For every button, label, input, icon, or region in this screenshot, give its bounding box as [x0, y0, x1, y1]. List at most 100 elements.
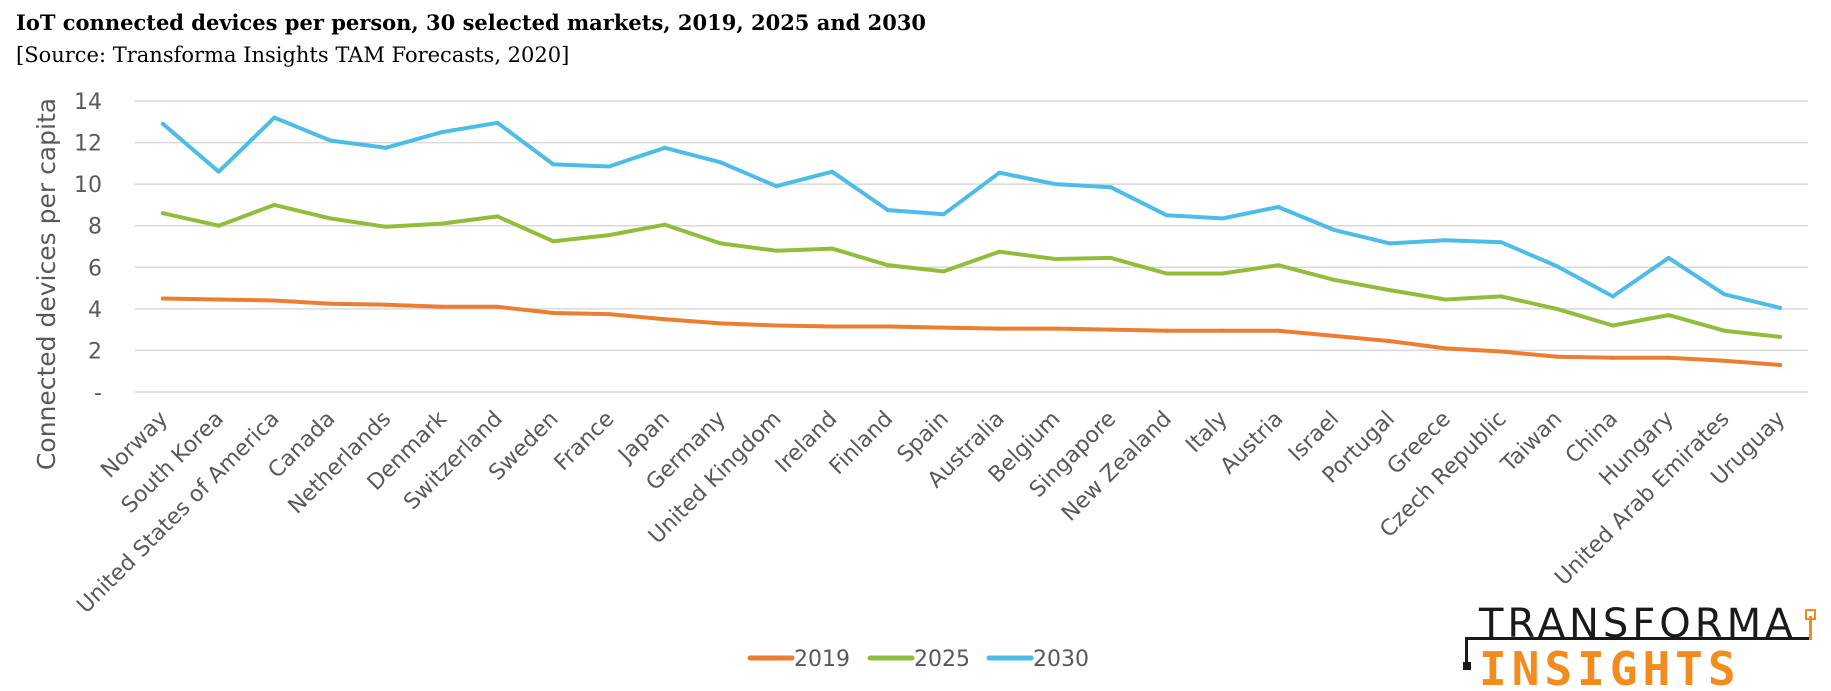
- series-line-2025: [160, 202, 1783, 339]
- y-tick-label: 4: [88, 298, 102, 323]
- data-point-2019: [1108, 327, 1113, 332]
- data-point-2025: [774, 248, 779, 253]
- data-point-2030: [997, 170, 1002, 175]
- data-point-2030: [1220, 216, 1225, 221]
- chart-title: IoT connected devices per person, 30 sel…: [16, 10, 926, 35]
- logo-bracket-line: [1465, 637, 1812, 640]
- data-point-2030: [607, 164, 612, 169]
- legend-label-2019: 2019: [794, 647, 850, 672]
- data-point-2030: [1610, 294, 1615, 299]
- data-point-2030: [383, 145, 388, 150]
- data-point-2019: [718, 321, 723, 326]
- data-point-2025: [1666, 313, 1671, 318]
- legend-label-2030: 2030: [1033, 647, 1089, 672]
- legend-label-2025: 2025: [914, 647, 970, 672]
- data-point-2030: [272, 115, 277, 120]
- data-point-2030: [1666, 255, 1671, 260]
- data-point-2030: [1443, 238, 1448, 243]
- data-point-2025: [1610, 323, 1615, 328]
- data-point-2025: [1387, 288, 1392, 293]
- logo-accent-square: [1805, 609, 1816, 620]
- y-tick-label: 8: [88, 215, 102, 240]
- data-point-2025: [1108, 255, 1113, 260]
- data-point-2025: [551, 239, 556, 244]
- data-point-2025: [1053, 256, 1058, 261]
- x-tick-label: Italy: [1181, 407, 1232, 458]
- data-point-2019: [439, 304, 444, 309]
- data-point-2019: [551, 311, 556, 316]
- y-tick-label: 6: [88, 256, 102, 281]
- chart-source: [Source: Transforma Insights TAM Forecas…: [16, 43, 569, 67]
- x-tick-label: Taiwan: [1496, 407, 1567, 478]
- data-point-2019: [1220, 328, 1225, 333]
- y-axis-label: Connected devices per capita: [32, 98, 61, 470]
- data-point-2030: [1108, 185, 1113, 190]
- data-point-2019: [1443, 346, 1448, 351]
- data-point-2019: [272, 298, 277, 303]
- data-point-2025: [607, 233, 612, 238]
- data-point-2025: [383, 224, 388, 229]
- data-point-2025: [997, 249, 1002, 254]
- y-tick-label: -: [94, 381, 102, 406]
- data-point-2019: [1555, 354, 1560, 359]
- data-point-2025: [216, 223, 221, 228]
- logo-text-insights: INSIGHTS: [1479, 642, 1741, 691]
- data-point-2019: [160, 296, 165, 301]
- x-tick-label: Finland: [825, 407, 898, 480]
- data-point-2025: [495, 214, 500, 219]
- data-point-2030: [1387, 241, 1392, 246]
- data-point-2025: [1220, 271, 1225, 276]
- data-point-2025: [1778, 334, 1783, 339]
- data-point-2030: [718, 160, 723, 165]
- data-point-2019: [1053, 326, 1058, 331]
- series-lines: [160, 115, 1783, 367]
- data-point-2019: [1666, 355, 1671, 360]
- legend: 2019 2025 2030: [747, 647, 1089, 672]
- data-point-2025: [1331, 277, 1336, 282]
- data-point-2025: [272, 202, 277, 207]
- data-point-2019: [328, 301, 333, 306]
- logo-text-transforma: TRANSFORMA: [1478, 601, 1796, 647]
- data-point-2019: [1164, 328, 1169, 333]
- data-point-2030: [551, 162, 556, 167]
- data-point-2019: [1610, 355, 1615, 360]
- series-line-2019: [160, 296, 1783, 367]
- transforma-insights-logo: TRANSFORMA INSIGHTS: [1463, 601, 1816, 691]
- data-point-2025: [160, 211, 165, 216]
- y-axis-ticks: - 2 4 6 8 10 12 14: [74, 90, 102, 406]
- logo-bracket-right: [1809, 616, 1812, 640]
- data-point-2019: [830, 324, 835, 329]
- data-point-2030: [216, 169, 221, 174]
- gridlines: [135, 100, 1808, 393]
- data-point-2019: [1387, 339, 1392, 344]
- data-point-2019: [774, 323, 779, 328]
- data-point-2025: [1443, 297, 1448, 302]
- data-point-2025: [941, 269, 946, 274]
- data-point-2019: [662, 317, 667, 322]
- data-point-2030: [1499, 240, 1504, 245]
- data-point-2019: [1499, 349, 1504, 354]
- data-point-2030: [495, 120, 500, 125]
- data-point-2025: [662, 222, 667, 227]
- data-point-2025: [1276, 263, 1281, 268]
- data-point-2025: [718, 241, 723, 246]
- logo-bracket-left: [1465, 637, 1468, 667]
- data-point-2030: [1053, 182, 1058, 187]
- data-point-2030: [1722, 292, 1727, 297]
- y-tick-label: 14: [74, 90, 102, 115]
- data-point-2030: [662, 145, 667, 150]
- data-point-2019: [885, 324, 890, 329]
- data-point-2025: [1499, 294, 1504, 299]
- data-point-2030: [328, 138, 333, 143]
- data-point-2025: [1164, 271, 1169, 276]
- data-point-2030: [1778, 305, 1783, 310]
- data-point-2030: [1555, 264, 1560, 269]
- data-point-2025: [885, 263, 890, 268]
- y-tick-label: 10: [74, 173, 102, 198]
- data-point-2019: [1778, 362, 1783, 367]
- x-tick-label: Austria: [1216, 407, 1289, 480]
- data-point-2025: [1722, 328, 1727, 333]
- data-point-2019: [1331, 333, 1336, 338]
- data-point-2019: [1722, 358, 1727, 363]
